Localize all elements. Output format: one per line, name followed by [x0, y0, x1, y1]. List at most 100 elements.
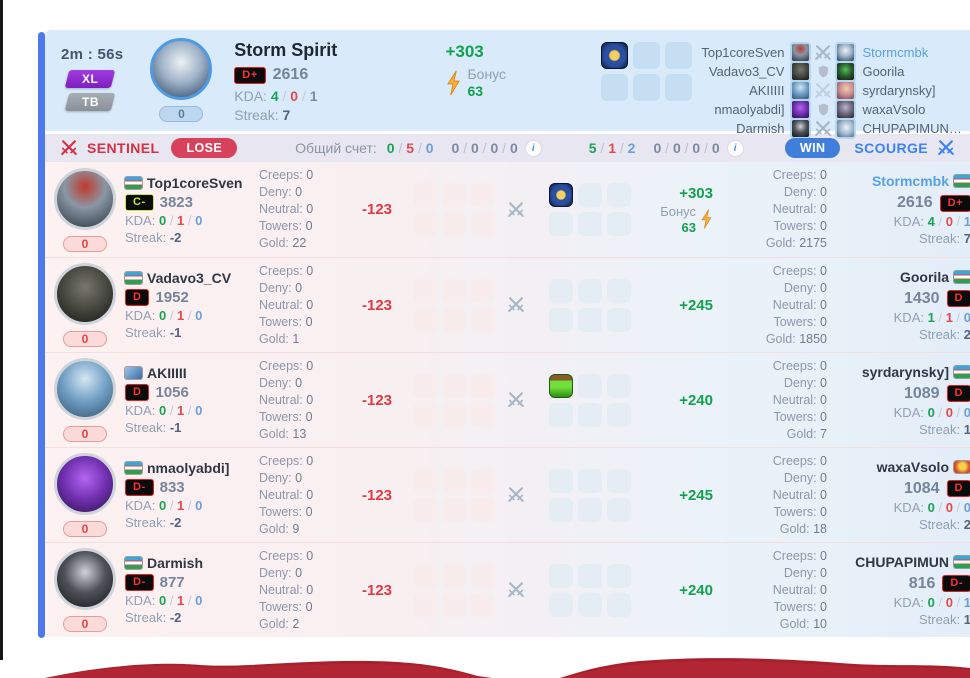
rating-delta-loss: -123 — [361, 391, 393, 409]
player-name[interactable]: Vadavo3_CV — [147, 270, 232, 286]
player-level-badge: 0 — [63, 521, 107, 537]
mode-badge-xl[interactable]: XL — [64, 70, 116, 88]
matchup-right-name[interactable]: CHUPAPIMUNA… — [862, 121, 964, 136]
player-name[interactable]: Stormcmbk — [871, 173, 949, 189]
rank-badge: D — [125, 384, 150, 401]
player-name[interactable]: AKIIIII — [147, 365, 187, 381]
scoreboard-header: SENTINEL LOSE Общий счет: 050 0000 i 512… — [45, 134, 970, 162]
scourge-kda-score: 512 — [589, 140, 636, 156]
matchup-left-name[interactable]: Top1coreSven — [701, 45, 785, 60]
rating-delta-gain: +240 — [679, 581, 713, 599]
rating-delta-gain: +303 — [679, 184, 713, 202]
versus-swords-icon — [504, 295, 528, 315]
sentinel-extra-score: 0000 — [452, 140, 518, 156]
player-kda: KDA: 000 — [831, 500, 970, 515]
country-flag — [125, 367, 142, 379]
item-slot-empty — [413, 402, 437, 427]
matchup-left-name[interactable]: Vadavo3_CV — [708, 64, 785, 79]
rank-badge: C- — [125, 193, 154, 211]
player-stats: Creeps: 0 Deny: 0 Neutral: 0 Towers: 0 G… — [259, 168, 314, 250]
player-kda: KDA: 010 — [125, 403, 259, 418]
player-stats: Creeps: 0 Deny: 0 Neutral: 0 Towers: 0 G… — [259, 548, 314, 631]
player-rating: 1084 — [903, 479, 940, 497]
item-amulet[interactable] — [600, 42, 628, 69]
hero-item-grid — [600, 42, 692, 101]
matchup-right-avatar[interactable] — [835, 118, 857, 139]
hero-avatar[interactable] — [150, 38, 213, 100]
player-name[interactable]: nmaolyabdi] — [147, 460, 230, 476]
window-edge — [0, 0, 3, 660]
rank-badge: D- — [125, 574, 154, 591]
matchup-right-avatar[interactable] — [835, 99, 857, 120]
item-slot-empty — [413, 497, 437, 522]
player-name[interactable]: Darmish — [147, 555, 204, 571]
player-name[interactable]: syrdarynsky] — [861, 363, 949, 380]
matchup-right-name[interactable]: syrdarynsky] — [862, 83, 936, 98]
item-slot — [549, 278, 573, 303]
mode-badge-tb[interactable]: TB — [64, 93, 116, 111]
matchup-left-avatar[interactable] — [790, 118, 812, 139]
player-stats: Creeps: 0 Deny: 0 Neutral: 0 Towers: 0 G… — [765, 263, 827, 346]
info-icon[interactable]: i — [727, 140, 743, 156]
player-level-badge: 0 — [63, 331, 107, 347]
matchup-left-avatar[interactable] — [790, 61, 812, 82]
player-avatar[interactable] — [54, 453, 116, 515]
match-timer: 2m : 56s — [61, 46, 124, 63]
player-name[interactable]: Top1coreSven — [147, 174, 243, 191]
matchup-right-name[interactable]: Stormcmbk — [862, 45, 929, 60]
sentinel-swords-icon — [57, 138, 81, 158]
scourge-extra-score: 0000 — [653, 140, 719, 156]
matchup-left-avatar[interactable] — [790, 99, 812, 120]
item-slot-empty — [549, 307, 573, 332]
item-slot-empty — [578, 307, 602, 332]
matchup-right-avatar[interactable] — [835, 42, 857, 63]
bonus-value: 63 — [467, 83, 484, 99]
item-slot-empty — [607, 592, 631, 617]
item-slot-empty — [471, 592, 495, 617]
item-slot-empty — [607, 307, 631, 332]
player-streak: Streak: -2 — [125, 515, 182, 530]
versus-icon — [811, 81, 835, 101]
item-grid-right — [549, 373, 631, 427]
matchup-left-avatar[interactable] — [790, 80, 812, 101]
matchup-left-name[interactable]: nmaolyabdi] — [714, 102, 785, 117]
matchup-right-name[interactable]: waxaVsolo — [862, 102, 926, 117]
matchup-right-avatar[interactable] — [835, 80, 857, 101]
item-slot-empty — [607, 468, 631, 493]
item-slot-empty — [471, 278, 495, 303]
item-salve[interactable] — [549, 373, 573, 398]
item-slot-empty — [578, 183, 602, 207]
player-streak: Streak: 1 — [918, 611, 970, 627]
item-slot-empty — [413, 307, 437, 332]
matchup-right-name[interactable]: Goorila — [862, 64, 905, 79]
versus-swords-icon — [504, 485, 528, 505]
matchup-left-name[interactable]: Darmish — [736, 121, 785, 136]
hero-name: Storm Spirit — [234, 40, 338, 60]
player-name[interactable]: Goorila — [899, 268, 949, 285]
rating-delta-loss: -123 — [361, 581, 393, 599]
item-slot-empty — [607, 278, 631, 303]
country-flag — [125, 272, 142, 284]
matchup-right-avatar[interactable] — [835, 61, 857, 82]
item-amulet[interactable] — [549, 183, 573, 207]
matchup-left-name[interactable]: AKIIIII — [749, 83, 785, 98]
player-avatar[interactable] — [54, 548, 116, 610]
player-name[interactable]: waxaVsolo — [876, 458, 949, 475]
matchup-row: Top1coreSven Stormcmbk — [692, 42, 964, 63]
player-avatar[interactable] — [54, 263, 116, 325]
rank-badge: D- — [942, 575, 970, 592]
player-stats: Creeps: 0 Deny: 0 Neutral: 0 Towers: 0 G… — [259, 263, 314, 346]
item-grid-right — [549, 278, 631, 332]
player-level-badge: 0 — [63, 616, 107, 632]
player-kda: KDA: 401 — [831, 214, 970, 229]
player-name[interactable]: CHUPAPIMUN — [855, 553, 949, 570]
bonus-label: Бонус — [467, 66, 507, 82]
item-slot-empty — [442, 468, 466, 493]
player-avatar[interactable] — [54, 167, 116, 230]
player-avatar[interactable] — [54, 358, 116, 420]
item-slot-empty — [607, 183, 631, 207]
item-grid-right — [549, 183, 631, 236]
matchup-row: AKIIIII syrdarynsky] — [692, 80, 964, 101]
matchup-left-avatar[interactable] — [790, 42, 812, 63]
info-icon[interactable]: i — [525, 140, 541, 156]
